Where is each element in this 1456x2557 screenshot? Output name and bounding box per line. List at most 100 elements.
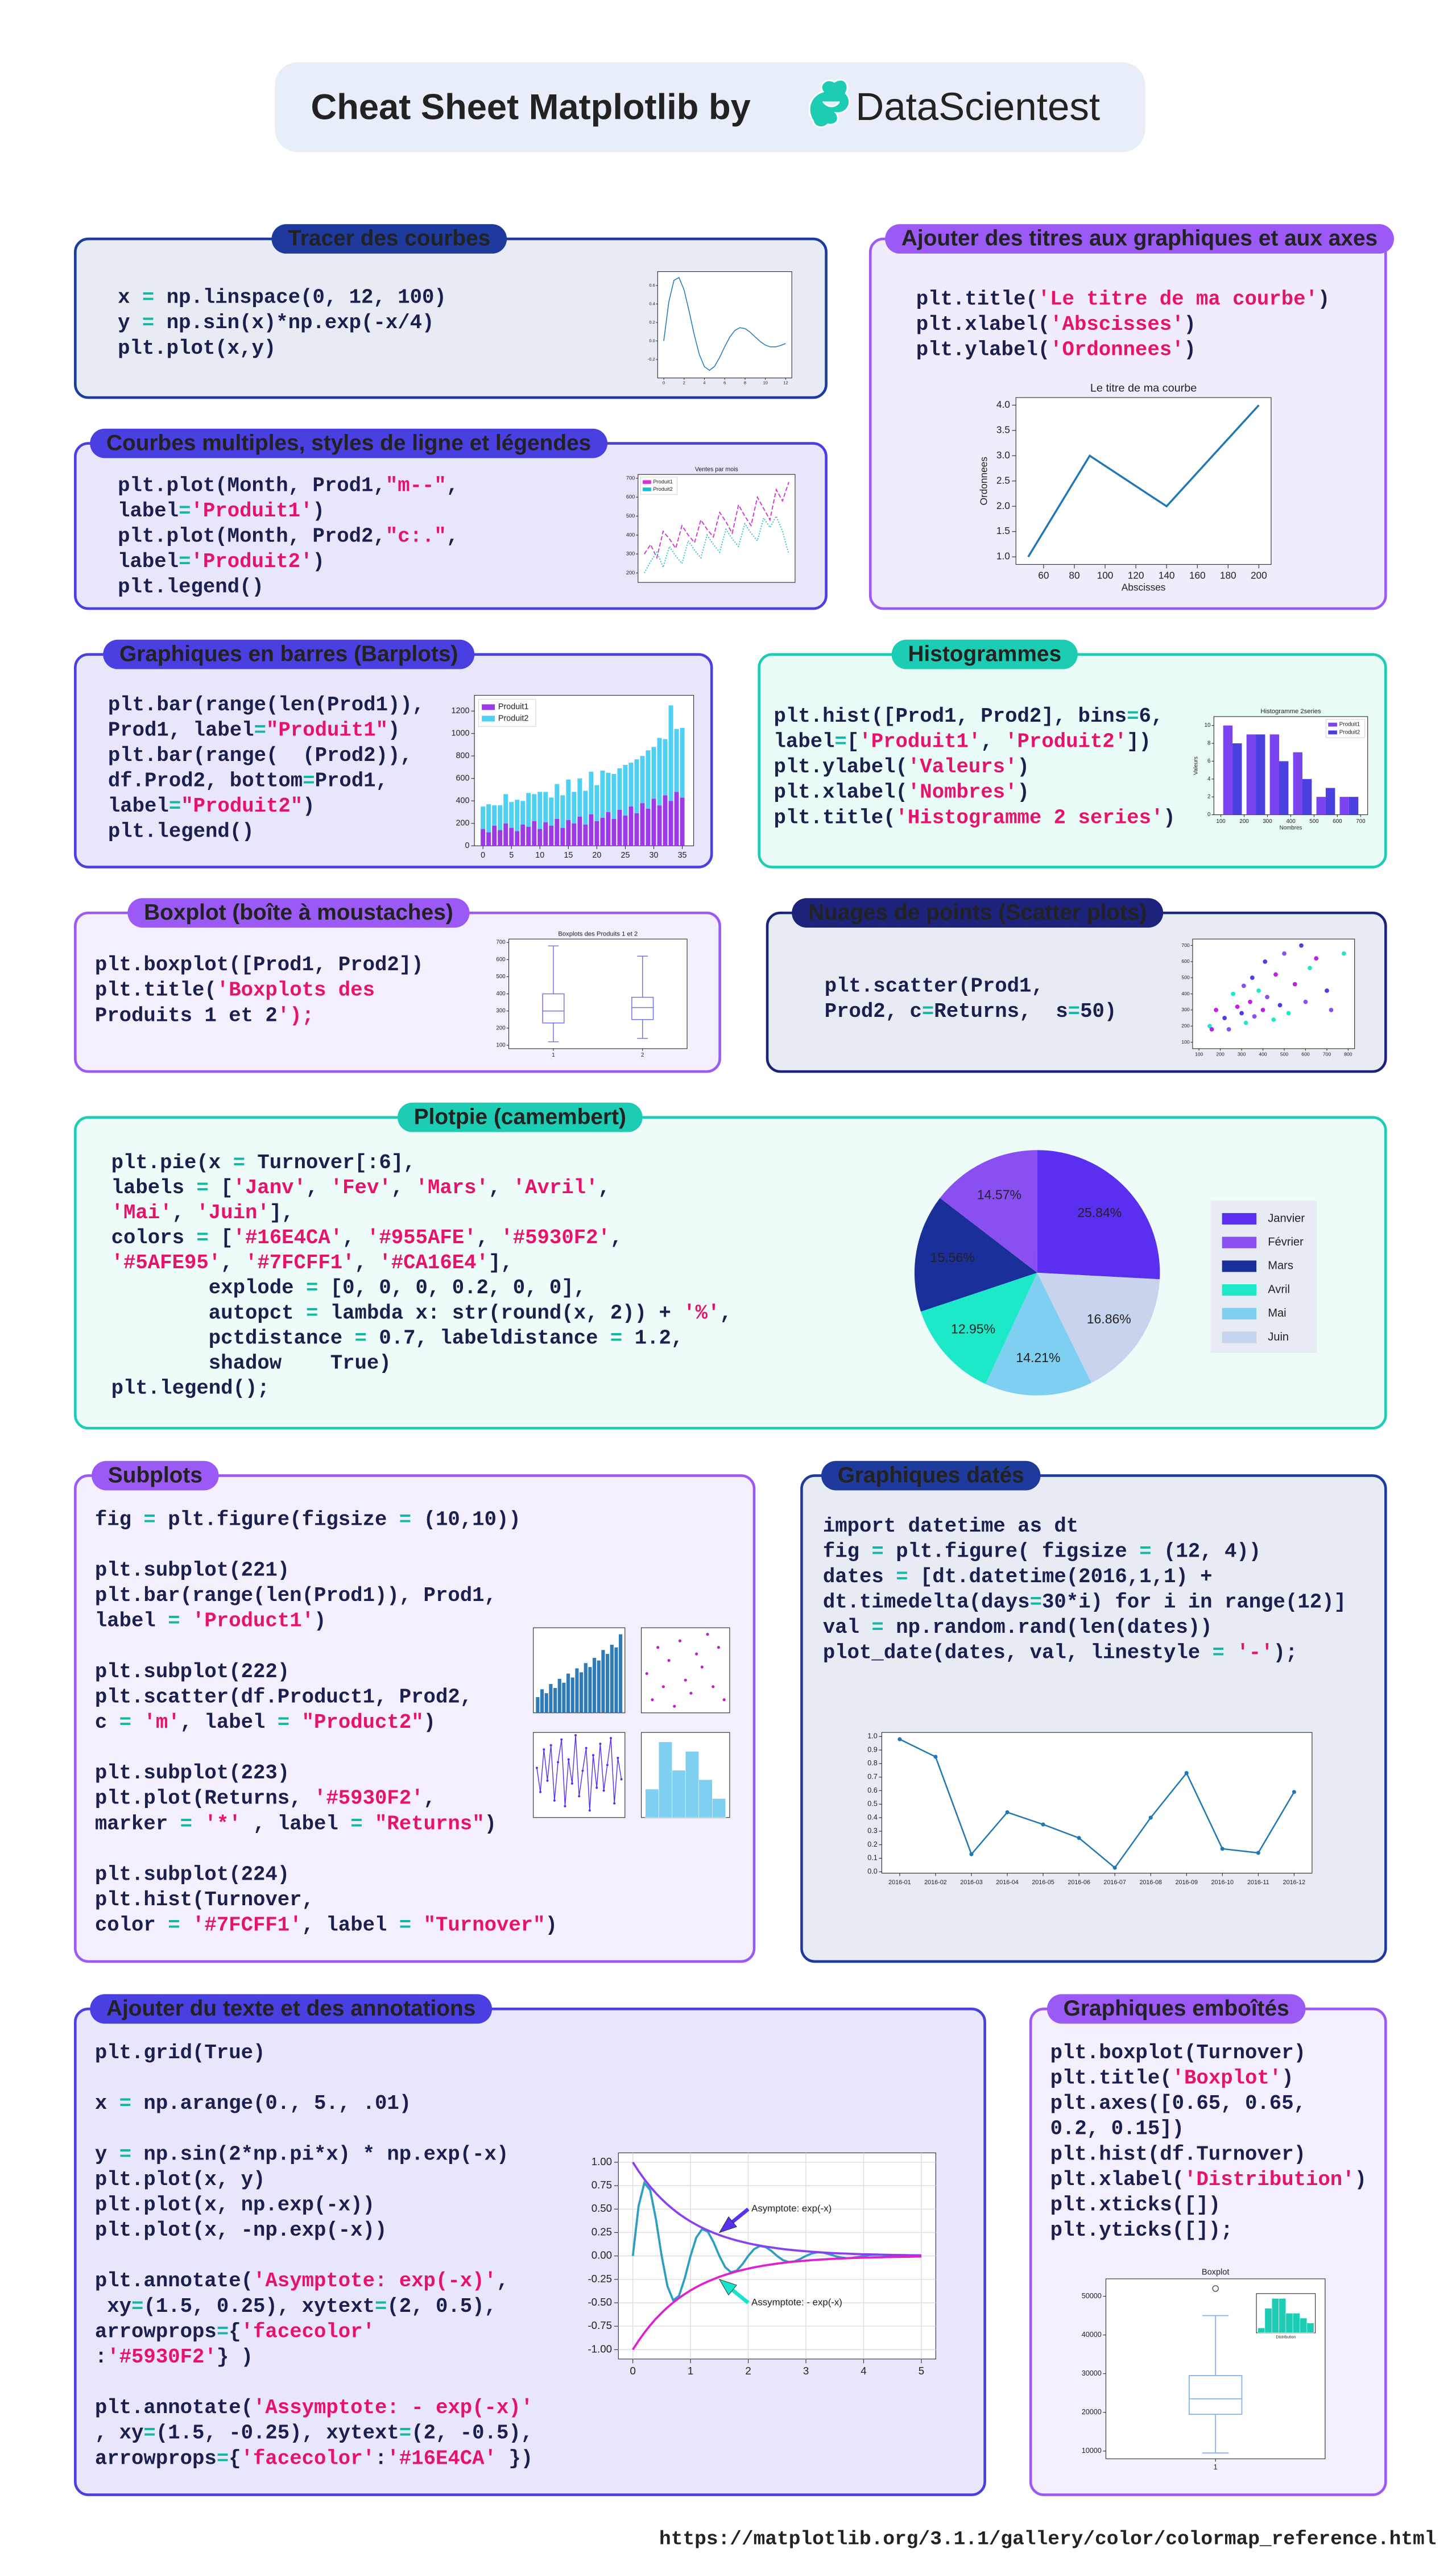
code-line: plt.plot(Month, Prod2,"c:.", <box>118 525 458 548</box>
code-token: 'Product1' <box>192 1609 314 1633</box>
bar <box>503 823 508 846</box>
hist-bar <box>1279 2298 1287 2333</box>
bar <box>526 793 531 827</box>
scatter-point <box>645 1672 648 1675</box>
bar <box>589 771 594 814</box>
hist-bar <box>658 1741 672 1818</box>
y-tick-label: 700 <box>1181 942 1190 948</box>
plot-area <box>640 1627 730 1714</box>
bar <box>549 797 554 826</box>
x-tick-label: 400 <box>1259 1052 1267 1057</box>
section-title: Tracer des courbes <box>288 226 490 251</box>
x-tick-label: 2 <box>745 2365 751 2377</box>
data-point <box>1148 1815 1153 1820</box>
code-token: 'Fev' <box>330 1177 391 1200</box>
bar <box>492 825 497 846</box>
data-point <box>606 1764 609 1766</box>
bar <box>560 795 565 828</box>
pill-background <box>1046 1994 1306 2024</box>
annotation-arrow <box>731 2207 750 2224</box>
bar <box>614 1647 618 1713</box>
plot-area <box>657 271 792 379</box>
plot-area <box>508 938 688 1049</box>
code-token: [0, 0, 0, 0.2, 0, 0], <box>318 1277 586 1300</box>
section-title: Subplots <box>108 1463 202 1487</box>
code-token: '#5930F2' <box>314 1787 424 1810</box>
scatter-point <box>712 1685 715 1689</box>
section-title-pill: Ajouter des titres aux graphiques et aux… <box>885 224 1394 254</box>
code-token: , <box>489 1177 513 1200</box>
hist-bar <box>1293 752 1302 815</box>
code-token: x <box>95 2092 119 2116</box>
y-tick-label: 300 <box>626 551 635 557</box>
data-point <box>599 1743 602 1745</box>
code-token: label <box>774 730 835 754</box>
data-point <box>570 1782 573 1785</box>
code-token: = <box>169 795 181 818</box>
code-token: [ <box>847 730 859 754</box>
bar <box>486 832 491 846</box>
bar <box>481 806 486 829</box>
code-token: ) <box>1184 313 1196 336</box>
code-line: plt.legend(); <box>111 1377 270 1400</box>
x-tick-label: 800 <box>1344 1052 1352 1057</box>
scatter-point <box>1329 1007 1334 1012</box>
section-title-pill: Boxplot (boîte à moustaches) <box>127 898 470 928</box>
x-tick-label: 300 <box>1263 818 1272 825</box>
x-tick-label: 200 <box>1239 818 1249 825</box>
header-box <box>275 62 1145 152</box>
code-token: 'Janv' <box>233 1177 306 1200</box>
pie-value-label: 14.21% <box>1016 1350 1060 1365</box>
code-line: df.Prod2, bottom=Prod1, <box>108 769 388 793</box>
code-line: plt.plot(x,y) <box>118 337 276 360</box>
data-point <box>539 1790 542 1793</box>
code-line: autopct = lambda x: str(round(x, 2)) + '… <box>111 1302 732 1325</box>
hist-bar <box>1292 2313 1300 2333</box>
legend-label: Janvier <box>1268 1212 1305 1224</box>
data-point <box>617 1757 619 1760</box>
section-title: Graphiques emboîtés <box>1064 1996 1289 2021</box>
data-point <box>1256 1851 1260 1855</box>
data-point <box>897 1737 902 1741</box>
legend-label: Produit1 <box>653 479 672 485</box>
bar <box>549 1684 553 1713</box>
y-tick-label: 2.5 <box>996 474 1010 486</box>
pill-background <box>90 1994 493 2024</box>
legend-swatch <box>1222 1331 1257 1343</box>
y-tick-label: 50000 <box>1082 2292 1102 2300</box>
y-tick-label: 30000 <box>1082 2369 1102 2377</box>
bar <box>536 1697 540 1713</box>
bar <box>628 806 634 846</box>
legend-swatch <box>1222 1284 1257 1296</box>
code-token: plt.legend() <box>108 820 254 843</box>
code-token: , <box>424 1787 436 1810</box>
bar <box>572 792 577 824</box>
code-token: 'Avril' <box>513 1177 598 1200</box>
code-token <box>180 1914 192 1937</box>
hist-bar <box>1232 743 1242 815</box>
bar <box>543 792 548 822</box>
code-token: = <box>1127 705 1139 728</box>
code-token: color <box>95 1914 168 1937</box>
code-line: plt.title('Le titre de ma courbe') <box>916 288 1330 311</box>
pie-value-label: 12.95% <box>951 1322 995 1337</box>
x-tick-label: 2016-06 <box>1068 1879 1090 1886</box>
y-tick-label: 0.4 <box>649 301 655 306</box>
code-line: fig = plt.figure(figsize = (10,10)) <box>95 1508 521 1532</box>
bar <box>668 705 673 801</box>
y-tick-label: 0.50 <box>592 2202 612 2214</box>
code-token: ) <box>303 795 315 818</box>
bar <box>680 797 685 846</box>
code-token: = <box>119 2143 131 2166</box>
bar <box>594 785 599 821</box>
code-token: = <box>871 1540 883 1563</box>
code-token: y <box>118 312 142 335</box>
code-token: 'Nombres' <box>908 781 1017 804</box>
bar <box>560 827 565 846</box>
x-axis-label: Distribution <box>1276 2335 1296 2339</box>
code-token: = <box>119 2092 131 2116</box>
code-token: plt.annotate( <box>95 2270 253 2293</box>
y-tick-label: 2.0 <box>996 500 1010 511</box>
bar <box>593 1658 597 1713</box>
